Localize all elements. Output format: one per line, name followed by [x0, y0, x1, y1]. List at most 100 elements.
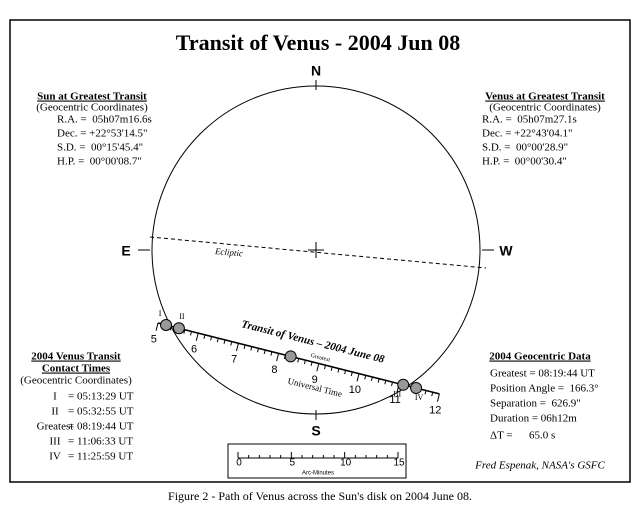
- box-subtitle: (Geocentric Coordinates): [489, 102, 601, 114]
- venus-disk: [397, 378, 410, 391]
- contact-time: = 11:25:59 UT: [68, 451, 133, 463]
- path-tick: [216, 338, 219, 343]
- path-tick: [391, 381, 393, 387]
- path-tick: [364, 375, 367, 380]
- path-tick: [270, 351, 273, 356]
- path-tick: [384, 380, 387, 385]
- geo-row: Duration = 06h12m: [490, 413, 577, 425]
- venus-disk: [410, 382, 423, 395]
- path-tick: [230, 341, 233, 346]
- path-tick: [330, 366, 333, 371]
- path-tick: [431, 392, 434, 397]
- path-tick: [183, 329, 186, 334]
- scale-unit: Arc-Minutes: [302, 471, 334, 477]
- west: W: [499, 243, 513, 259]
- path-tick: [250, 346, 253, 351]
- path-tick: [203, 334, 206, 339]
- box-title: 2004 Geocentric Data: [489, 351, 591, 363]
- scale-box: [227, 443, 407, 479]
- contact-time: = 08:19:44 UT: [68, 421, 134, 433]
- path-tick: [243, 344, 246, 349]
- hour-label: 8: [271, 364, 277, 376]
- path-tick: [370, 376, 373, 382]
- ecliptic: [149, 236, 487, 269]
- hour-label: 12: [429, 404, 441, 416]
- contact-label: I: [53, 391, 57, 403]
- hour-label: 9: [312, 374, 318, 386]
- path-tick: [195, 333, 199, 342]
- hour-label: 7: [231, 354, 237, 366]
- path-tick: [436, 393, 440, 402]
- box-row: R.A. = 05h07m16.6s: [57, 114, 152, 126]
- ecliptic-label: Ecliptic: [214, 246, 244, 258]
- scale-label: 15: [393, 458, 405, 469]
- box-row: R.A. = 05h07m27.1s: [482, 114, 577, 126]
- geocentric-data: 2004 Geocentric Data Greatest = 08:19:44…: [489, 351, 598, 442]
- contact-label: III: [50, 436, 61, 448]
- geo-row: Separation = 626.9": [490, 398, 581, 410]
- contact-time: = 05:32:55 UT: [68, 406, 134, 418]
- geo-row: ΔT = 65.0 s: [490, 430, 555, 442]
- venus-disk: [160, 319, 173, 332]
- scale-label: 5: [290, 458, 296, 469]
- credit: Fred Espenak, NASA's GSFC: [474, 460, 605, 472]
- box-row: H.P. = 00°00'08.7": [57, 156, 142, 168]
- greatest-label: Greatest: [310, 353, 331, 364]
- box-row: S.D. = 00°00'28.9": [482, 142, 568, 154]
- title: Transit of Venus - 2004 Jun 08: [176, 30, 460, 55]
- path-tick: [377, 378, 380, 383]
- path-tick: [424, 390, 427, 395]
- box-title: Contact Times: [42, 363, 111, 375]
- box-row: S.D. = 00°15'45.4": [57, 142, 143, 154]
- box-title: 2004 Venus Transit: [31, 351, 121, 363]
- contact-time: = 05:13:29 UT: [68, 391, 134, 403]
- venus-disk: [172, 322, 185, 335]
- hour-label: 11: [389, 394, 400, 406]
- contact-marker: I: [159, 309, 162, 318]
- path-tick: [263, 349, 266, 355]
- path-tick: [356, 373, 360, 382]
- path-tick: [155, 322, 159, 331]
- path-tick: [316, 363, 320, 372]
- venus-disk: [284, 350, 297, 363]
- path-tick: [337, 368, 340, 373]
- contact-times: 2004 Venus Transit Contact Times (Geocen…: [20, 351, 134, 463]
- frame: [9, 19, 631, 483]
- path-tick: [297, 358, 300, 363]
- path-tick: [310, 361, 313, 366]
- box-row: Dec. = +22°53'14.5": [57, 128, 148, 140]
- contact-label: II: [51, 406, 59, 418]
- path-tick: [223, 339, 226, 344]
- north: N: [311, 63, 321, 79]
- hour-label: 10: [349, 384, 361, 396]
- contact-label: IV: [49, 451, 61, 463]
- contact-label: Greatest: [37, 421, 74, 433]
- contact-marker: IV: [415, 393, 424, 402]
- hour-label: 5: [151, 333, 157, 345]
- path-tick: [276, 353, 280, 362]
- path-tick: [350, 371, 353, 376]
- path-tick: [190, 331, 192, 336]
- path-tick: [257, 348, 259, 353]
- path-tick: [210, 336, 213, 341]
- box-subtitle: (Geocentric Coordinates): [20, 375, 132, 387]
- path-tick: [324, 365, 326, 370]
- path-tick: [344, 370, 347, 375]
- geo-row: Greatest = 08:19:44 UT: [490, 368, 595, 380]
- box-title: Sun at Greatest Transit: [37, 91, 147, 103]
- scale-label: 0: [236, 458, 242, 469]
- box-row: H.P. = 00°00'30.4": [482, 156, 567, 168]
- scale-bar: 0 5 10 15: [236, 452, 405, 469]
- scale-label: 10: [340, 458, 352, 469]
- hour-label: 6: [191, 344, 197, 356]
- contact-marker: III: [393, 390, 401, 399]
- venus-box: Venus at Greatest Transit (Geocentric Co…: [482, 91, 605, 168]
- box-row: Dec. = +22°43'04.1": [482, 128, 573, 140]
- contact-time: = 11:06:33 UT: [68, 436, 133, 448]
- caption: Figure 2 - Path of Venus across the Sun'…: [168, 489, 472, 503]
- box-title: Venus at Greatest Transit: [485, 91, 605, 103]
- geo-row: Position Angle = 166.3°: [490, 383, 599, 395]
